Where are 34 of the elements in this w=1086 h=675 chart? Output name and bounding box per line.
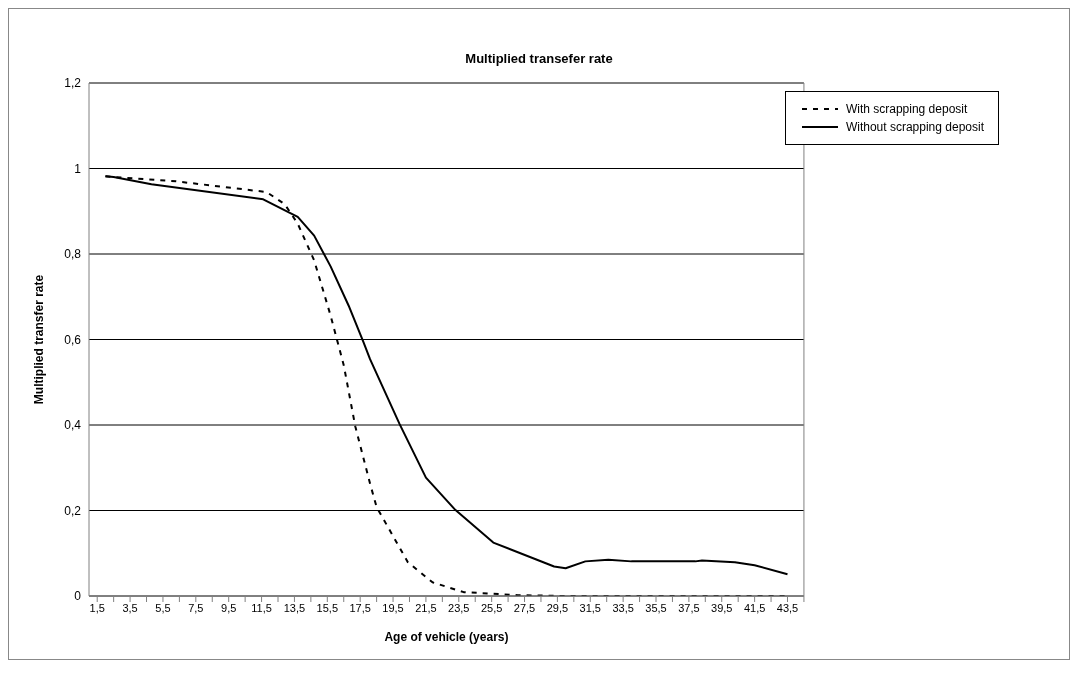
chart-title: Multiplied transefer rate — [464, 50, 614, 68]
y-tick-label: 0,8 — [64, 247, 82, 262]
y-tick-label: 0 — [74, 589, 82, 604]
x-tick-label: 15,5 — [316, 601, 339, 614]
x-tick-label: 1,5 — [89, 601, 105, 614]
y-tick-label: 0,2 — [64, 503, 82, 518]
legend-label: Without scrapping deposit — [845, 120, 984, 134]
x-tick-label: 13,5 — [283, 601, 306, 614]
x-tick-label: 27,5 — [513, 601, 536, 614]
x-tick-label: 35,5 — [645, 601, 667, 614]
x-tick-label: 5,5 — [155, 601, 171, 614]
x-tick-label: 19,5 — [382, 601, 404, 614]
x-tick-label: 17,5 — [349, 601, 371, 614]
x-tick-label: 43,5 — [776, 601, 799, 614]
y-tick-label: 0,4 — [64, 418, 82, 433]
x-tick-label: 31,5 — [579, 601, 601, 614]
x-tick-label: 25,5 — [480, 601, 503, 614]
y-tick-label: 1,2 — [64, 76, 82, 91]
x-tick-label: 21,5 — [415, 601, 437, 614]
x-tick-label: 29,5 — [546, 601, 569, 614]
y-tick-label: 1 — [74, 161, 82, 176]
x-tick-label: 39,5 — [711, 601, 733, 614]
x-tick-label: 37,5 — [678, 601, 700, 614]
x-tick-label: 11,5 — [251, 601, 272, 614]
x-tick-label: 41,5 — [743, 601, 766, 614]
y-axis-title: Multiplied transfer rate — [32, 274, 47, 405]
x-tick-label: 3,5 — [122, 601, 138, 614]
y-tick-label: 0,6 — [64, 332, 82, 347]
x-tick-label: 7,5 — [188, 601, 204, 614]
x-tick-label: 9,5 — [221, 601, 237, 614]
x-tick-label: 23,5 — [448, 601, 470, 614]
legend-label: With scrapping deposit — [845, 102, 968, 116]
x-axis-title: Age of vehicle (years) — [384, 630, 509, 644]
x-tick-label: 33,5 — [612, 601, 634, 614]
